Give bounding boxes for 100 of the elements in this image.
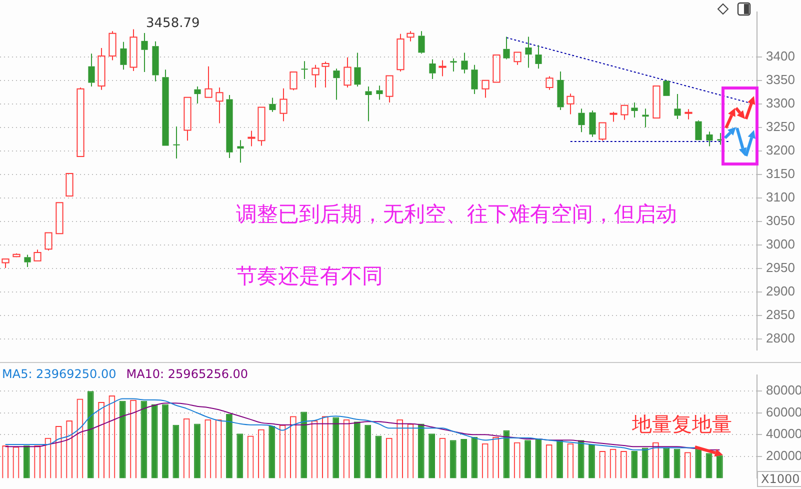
candlestick [376, 85, 383, 100]
candlestick [258, 106, 266, 146]
bar [460, 439, 467, 478]
candlestick [184, 96, 192, 142]
candlestick [322, 61, 330, 88]
candlestick [418, 30, 425, 54]
candlestick [237, 140, 244, 164]
candlestick [173, 126, 180, 159]
bar [119, 400, 126, 478]
y-tick-label: 2850 [766, 307, 795, 322]
candlestick [642, 108, 649, 128]
bar [716, 455, 723, 478]
text: X1000 [757, 471, 801, 487]
bar [588, 444, 595, 478]
candlestick [461, 52, 468, 74]
bar [631, 450, 638, 478]
bar [151, 404, 158, 478]
bar [354, 422, 360, 478]
candlestick [620, 104, 628, 120]
candlestick [471, 64, 478, 95]
candlestick [204, 66, 212, 98]
y-tick-label: 2900 [766, 284, 795, 298]
text: MA10: 25965256.00 [126, 367, 248, 381]
bar [268, 426, 276, 478]
candlestick [450, 58, 457, 72]
bar [332, 417, 340, 478]
candlestick [344, 56, 352, 88]
bar [578, 440, 584, 478]
bar [375, 436, 382, 478]
bar [663, 448, 670, 478]
candlestick [557, 70, 564, 111]
annotation: 地量复地量 [632, 411, 732, 438]
candlestick [525, 36, 532, 68]
annotation: 节奏还是有不同 [236, 263, 383, 290]
candlestick [365, 86, 372, 122]
candlestick [333, 68, 340, 100]
bar [674, 448, 680, 478]
bar [524, 440, 531, 478]
bar [450, 440, 456, 478]
candlestick [24, 254, 31, 268]
annotation: 3458.79 [146, 16, 200, 31]
candlestick [301, 60, 308, 80]
bar [535, 439, 542, 478]
candlestick [248, 130, 256, 147]
candlestick [589, 110, 596, 138]
candlestick [482, 80, 490, 98]
candlestick [695, 120, 702, 140]
candlestick [535, 44, 542, 70]
bar [140, 400, 148, 478]
candlestick [354, 52, 361, 88]
candlestick [503, 36, 510, 60]
candlestick [312, 64, 320, 88]
y-tick-label: 3050 [766, 213, 795, 228]
y-tick-label: 3150 [766, 166, 795, 181]
bar [87, 391, 94, 478]
candlestick [663, 79, 670, 96]
candlestick [98, 47, 106, 90]
bar [162, 404, 168, 478]
candlestick [706, 131, 713, 147]
bar [300, 412, 308, 478]
bar [503, 430, 510, 478]
candlestick [34, 249, 42, 262]
candlestick [684, 108, 692, 120]
candlestick [194, 86, 201, 104]
y-tick-label: 2950 [766, 260, 795, 275]
bar [428, 434, 436, 478]
candlestick [406, 30, 414, 42]
candlestick [162, 69, 169, 146]
candlestick [152, 40, 159, 82]
candlestick [141, 32, 148, 72]
bar [236, 434, 244, 478]
y-tick-label: 3400 [766, 48, 795, 64]
bar [418, 424, 424, 478]
candlestick [269, 97, 276, 112]
bar [556, 440, 563, 478]
candlestick [674, 94, 681, 120]
candlestick [88, 53, 95, 88]
bar [706, 453, 712, 478]
candlestick [130, 28, 138, 72]
series-label: MA5: 23969250.00 [2, 367, 116, 381]
y-tick-label: 3250 [766, 119, 795, 134]
bar [172, 424, 180, 478]
candlestick [578, 108, 585, 133]
y-tick-label: 2800 [766, 330, 795, 346]
bar [364, 424, 372, 478]
bar [695, 448, 702, 478]
candlestick [216, 86, 224, 124]
candlestick [514, 52, 522, 66]
candlestick [566, 93, 574, 115]
candlestick [438, 60, 446, 77]
y-tick-label: 3300 [766, 96, 795, 110]
bar [23, 446, 30, 478]
candlestick [631, 102, 638, 118]
bar [194, 424, 200, 478]
y-tick-label: 3100 [766, 190, 795, 204]
candlestick [226, 94, 233, 158]
y-tick-label: 3200 [766, 142, 795, 158]
annotation: 调整已到后期，无利空、往下难有空间，但启动 [236, 201, 677, 228]
candlestick [429, 58, 436, 80]
candlestick [280, 88, 288, 122]
